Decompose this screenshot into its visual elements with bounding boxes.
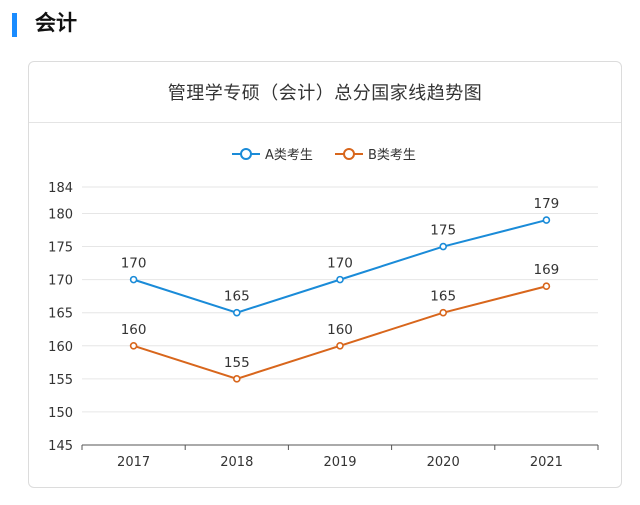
data-label: 170 bbox=[121, 256, 147, 272]
x-tick-label: 2020 bbox=[427, 455, 460, 470]
data-label: 169 bbox=[534, 262, 560, 278]
data-point bbox=[439, 308, 448, 317]
y-tick-label: 150 bbox=[48, 406, 73, 421]
data-label: 155 bbox=[224, 355, 250, 371]
data-label: 165 bbox=[224, 289, 250, 305]
y-tick-label: 165 bbox=[48, 307, 73, 322]
data-point bbox=[129, 341, 138, 350]
x-tick-label: 2018 bbox=[220, 455, 253, 470]
section-accent-bar bbox=[12, 13, 17, 37]
data-point bbox=[336, 275, 344, 284]
y-tick-label: 170 bbox=[48, 274, 73, 289]
data-point bbox=[542, 216, 551, 224]
data-label: 175 bbox=[430, 223, 456, 239]
data-point bbox=[439, 242, 448, 251]
y-tick-label: 180 bbox=[48, 207, 73, 222]
data-point bbox=[542, 282, 551, 291]
chart-title-bar: 管理学专硕（会计）总分国家线趋势图 bbox=[29, 62, 621, 123]
data-point bbox=[233, 375, 241, 383]
data-point bbox=[233, 308, 241, 317]
legend-marker bbox=[343, 148, 355, 160]
legend-label: A类考生 bbox=[265, 148, 313, 163]
data-point bbox=[336, 341, 344, 350]
section-header: 会计 bbox=[0, 0, 640, 46]
y-tick-label: 160 bbox=[48, 340, 73, 355]
y-tick-label: 184 bbox=[48, 181, 73, 196]
chart-title: 管理学专硕（会计）总分国家线趋势图 bbox=[167, 83, 483, 104]
data-label: 170 bbox=[327, 256, 353, 272]
x-tick-label: 2017 bbox=[117, 455, 150, 470]
y-tick-label: 145 bbox=[48, 439, 73, 454]
x-tick-label: 2019 bbox=[323, 455, 356, 470]
legend-marker bbox=[240, 148, 252, 160]
data-label: 160 bbox=[327, 322, 353, 338]
data-point bbox=[129, 275, 138, 284]
y-tick-label: 175 bbox=[48, 241, 73, 256]
data-label: 179 bbox=[534, 196, 560, 212]
data-label: 165 bbox=[430, 289, 456, 305]
x-tick-label: 2021 bbox=[530, 455, 563, 470]
section-title: 会计 bbox=[35, 11, 77, 35]
y-tick-label: 155 bbox=[48, 373, 73, 388]
data-label: 160 bbox=[121, 322, 147, 338]
chart-card: 管理学专硕（会计）总分国家线趋势图 bbox=[28, 61, 622, 488]
legend-label: B类考生 bbox=[368, 148, 416, 163]
